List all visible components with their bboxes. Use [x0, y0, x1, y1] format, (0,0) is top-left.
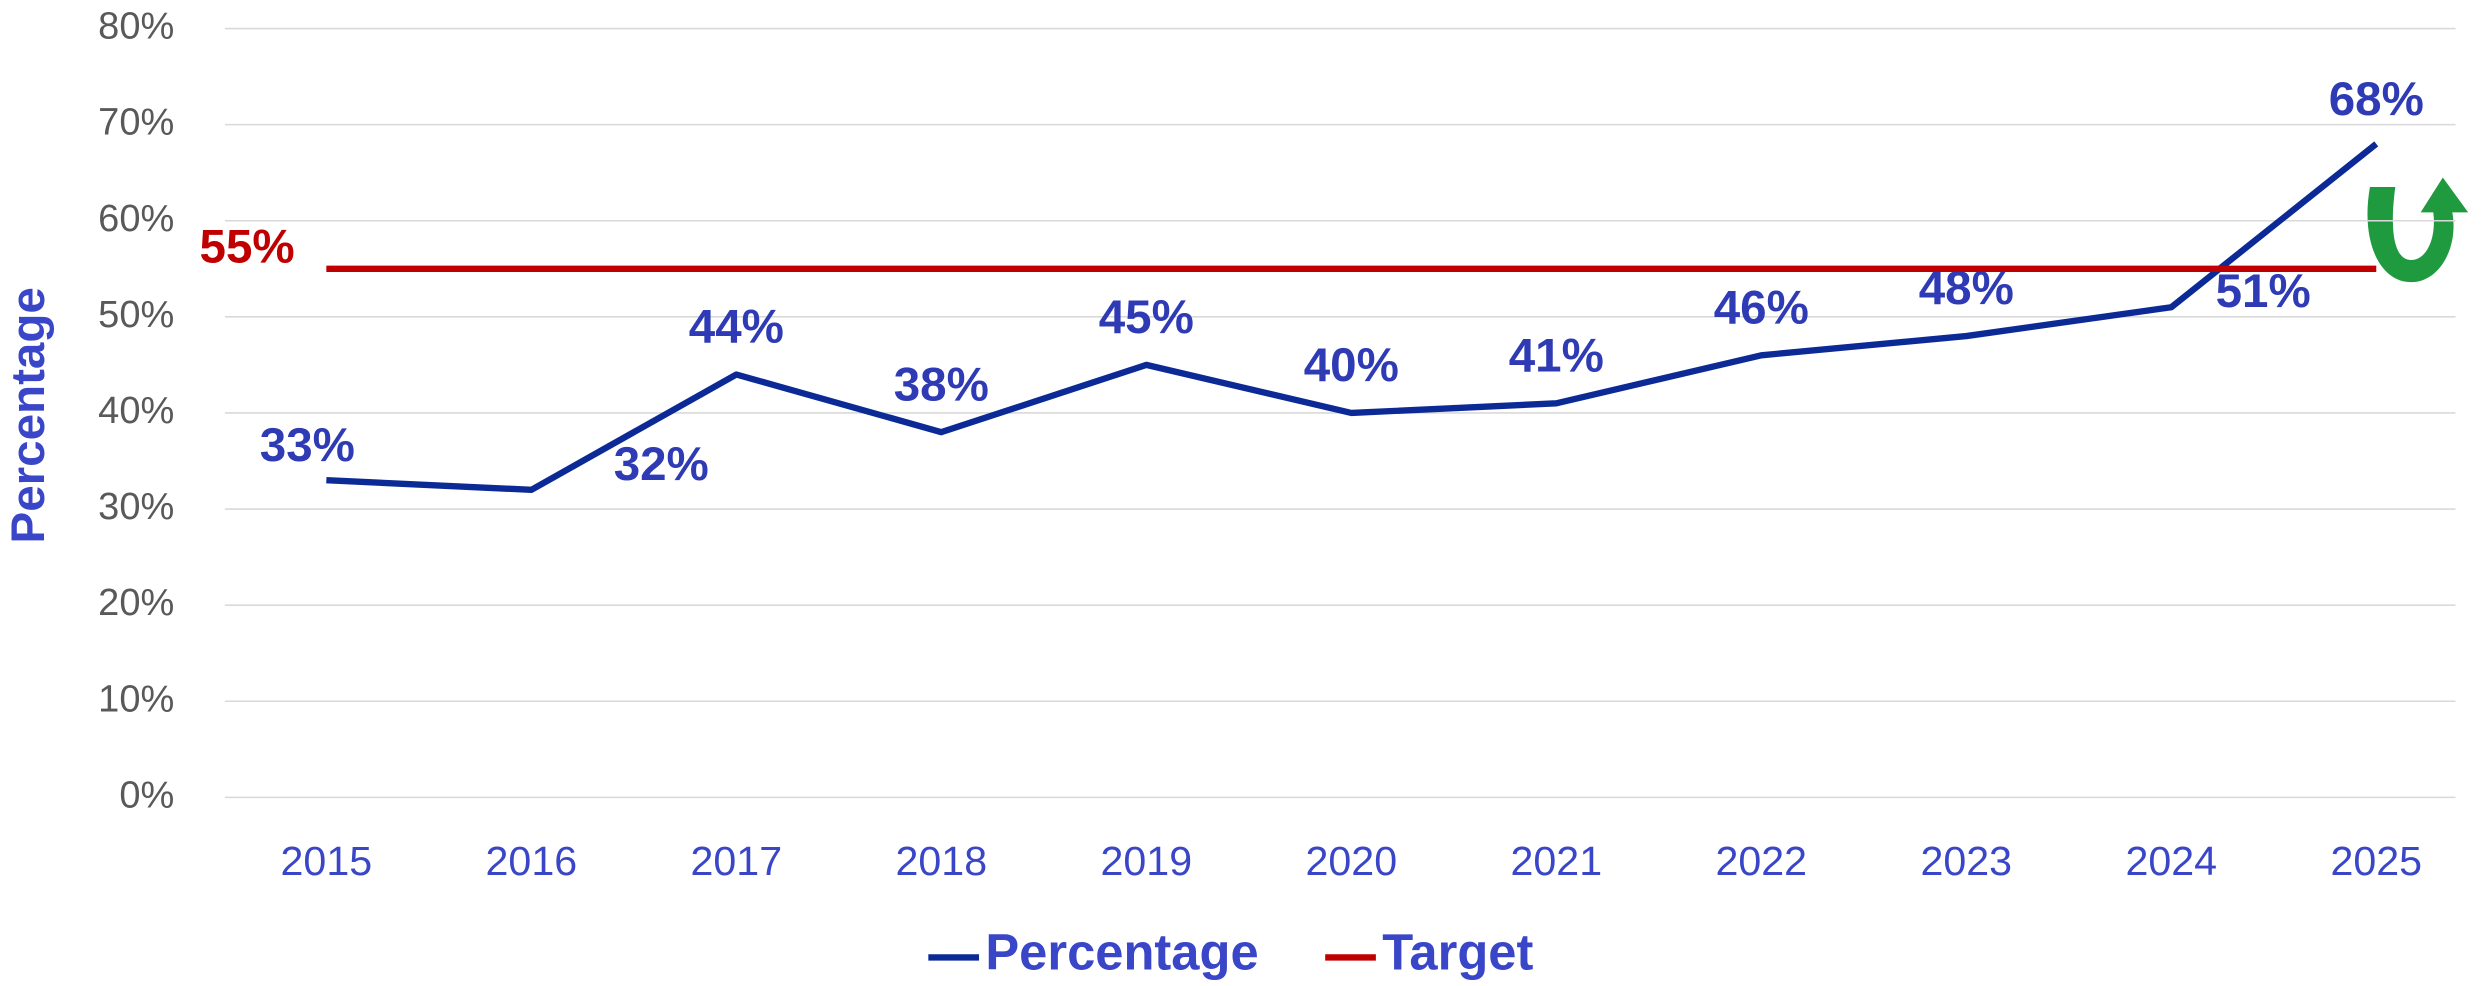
x-tick-label: 2015 [281, 838, 373, 884]
legend-label: Percentage [985, 923, 1258, 980]
data-label: 44% [689, 301, 784, 354]
y-tick-label: 0% [119, 774, 174, 816]
data-label: 51% [2216, 265, 2311, 318]
x-tick-label: 2018 [896, 838, 988, 884]
x-tick-label: 2017 [691, 838, 783, 884]
x-tick-label: 2022 [1715, 838, 1807, 884]
x-tick-label: 2023 [1920, 838, 2012, 884]
arrow-shape [2367, 177, 2469, 283]
trend-arrow-icon [2367, 177, 2469, 283]
data-label: 46% [1714, 281, 1809, 334]
y-tick-label: 70% [98, 102, 174, 144]
y-tick-label: 20% [98, 582, 174, 624]
data-label: 38% [894, 358, 989, 411]
x-tick-label: 2021 [1510, 838, 1602, 884]
x-tick-label: 2025 [2330, 838, 2422, 884]
series-line [326, 141, 2379, 493]
x-tick-label: 2019 [1101, 838, 1193, 884]
y-tick-label: 10% [98, 678, 174, 720]
data-label: 40% [1304, 339, 1399, 392]
x-tick-label: 2024 [2125, 838, 2217, 884]
y-tick-label: 40% [98, 390, 174, 432]
x-tick-label: 2020 [1306, 838, 1398, 884]
data-label: 45% [1099, 291, 1194, 344]
x-tick-label: 2016 [486, 838, 578, 884]
y-tick-label: 30% [98, 486, 174, 528]
data-label: 32% [614, 438, 709, 491]
y-tick-label: 60% [98, 198, 174, 240]
y-tick-label: 50% [98, 294, 174, 336]
data-label: 68% [2329, 73, 2424, 126]
y-tick-label: 80% [98, 6, 174, 48]
y-axis-title: Percentage [2, 287, 55, 543]
target-label: 55% [200, 220, 295, 273]
legend-label: Target [1382, 923, 1533, 980]
data-label: 33% [260, 419, 355, 472]
data-label: 41% [1509, 330, 1604, 383]
